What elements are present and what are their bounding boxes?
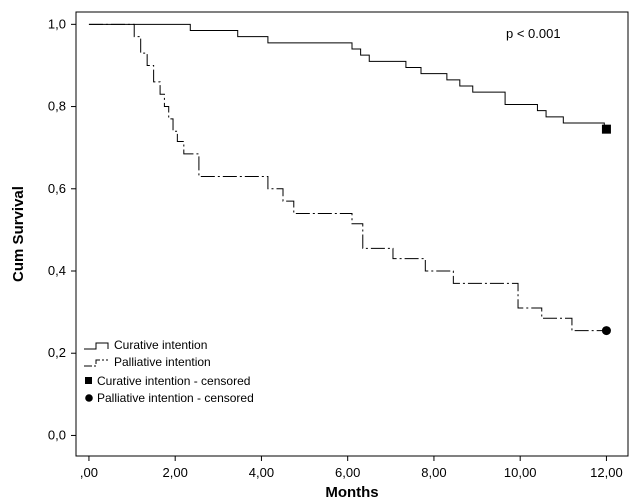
- y-tick-label: 1,0: [48, 16, 66, 31]
- y-axis-title: Cum Survival: [10, 186, 27, 282]
- y-tick-label: 0,8: [48, 99, 66, 114]
- y-axis: 0,0 0,2 0,4 0,6 0,8 1,0: [48, 16, 76, 442]
- x-tick-label: ,00: [80, 465, 98, 480]
- legend-label: Palliative intention - censored: [97, 391, 254, 405]
- censored-marker-palliative: [601, 326, 611, 336]
- legend-symbol-curative-censored: [85, 377, 92, 384]
- y-tick-label: 0,6: [48, 181, 66, 196]
- legend-label: Palliative intention: [114, 355, 211, 369]
- censored-marker-curative: [601, 124, 611, 134]
- x-tick-label: 6,00: [335, 465, 360, 480]
- legend-symbol-curative: [84, 342, 109, 350]
- legend-label: Curative intention: [114, 338, 207, 352]
- x-axis-title: Months: [325, 484, 378, 501]
- x-tick-label: 8,00: [421, 465, 446, 480]
- legend-symbol-palliative: [84, 359, 108, 367]
- x-tick-label: 10,00: [504, 465, 537, 480]
- series-line-curative: [88, 23, 607, 130]
- series-layer: [88, 23, 611, 336]
- plot-area: [75, 11, 629, 457]
- x-axis: ,00 2,00 4,00 6,00 8,00 10,00 12,00: [80, 456, 623, 480]
- y-tick-label: 0,4: [48, 263, 66, 278]
- series-line-palliative: [88, 23, 607, 332]
- x-tick-label: 4,00: [249, 465, 274, 480]
- y-tick-label: 0,0: [48, 427, 66, 442]
- p-value-annotation: p < 0.001: [506, 26, 561, 41]
- x-tick-label: 12,00: [590, 465, 623, 480]
- y-tick-label: 0,2: [48, 345, 66, 360]
- legend-symbol-palliative-censored: [85, 394, 93, 402]
- x-tick-label: 2,00: [163, 465, 188, 480]
- legend-label: Curative intention - censored: [97, 374, 250, 388]
- legend: Curative intention Palliative intention Cu…: [84, 338, 254, 405]
